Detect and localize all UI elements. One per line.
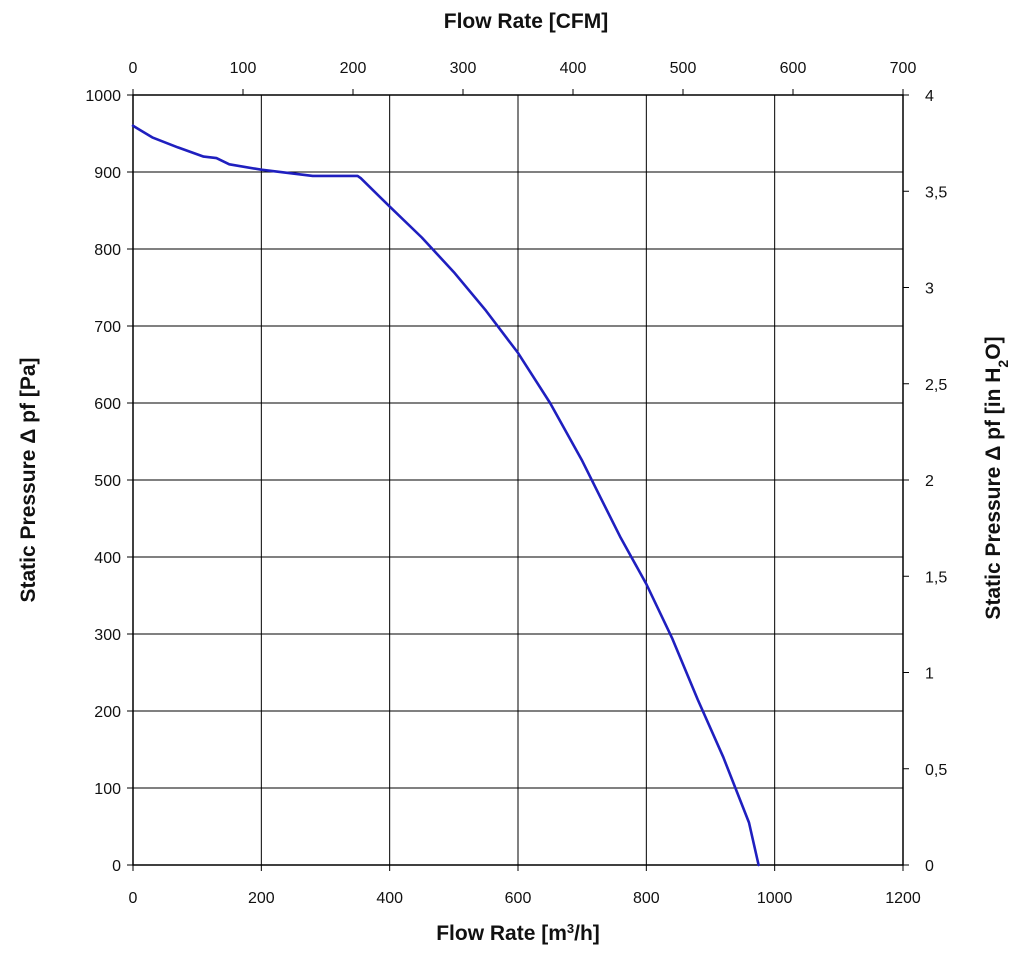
y-left-tick-label: 100 [94,781,121,798]
x-top-tick-label: 600 [780,60,807,77]
y-right-tick-label: 2 [925,473,934,490]
y-left-tick-label: 700 [94,319,121,336]
y-left-tick-label: 600 [94,396,121,413]
x-bottom-tick-label: 400 [376,890,403,907]
x-bottom-tick-label: 600 [505,890,532,907]
pressure-curve [131,124,760,867]
x-top-tick-label: 100 [230,60,257,77]
y-left-tick-label: 0 [112,858,121,875]
y-axis-right-title-sub: 2 [995,360,1011,368]
x-top-tick-label: 700 [890,60,917,77]
y-left-tick-label: 300 [94,627,121,644]
x-bottom-tick-label: 0 [129,890,138,907]
y-axis-left-title: Static Pressure Δ pf [Pa] [17,357,40,602]
y-right-tick-label: 0,5 [925,762,947,779]
y-right-tick-label: 3 [925,281,934,298]
y-right-tick-label: 0 [925,858,934,875]
y-left-tick-label: 400 [94,550,121,567]
y-axis-right-title-main: Static Pressure Δ pf [in H [982,368,1005,620]
y-left-tick-label: 900 [94,165,121,182]
y-axis-right-title: Static Pressure Δ pf [in H2O] [982,336,1011,619]
y-right-tick-label: 2,5 [925,377,947,394]
x-top-tick-label: 0 [129,60,138,77]
grid [132,94,904,866]
x-axis-bottom-title: Flow Rate [m3/h] [436,921,600,946]
x-bottom-tick-label: 200 [248,890,275,907]
x-top-tick-label: 400 [560,60,587,77]
y-right-tick-label: 1 [925,666,934,683]
x-bottom-tick-label: 1000 [757,890,793,907]
x-top-tick-label: 500 [670,60,697,77]
x-top-tick-label: 200 [340,60,367,77]
y-left-tick-label: 500 [94,473,121,490]
y-left-tick-label: 200 [94,704,121,721]
series-layer [131,124,760,867]
x-axis-bottom-title-sup: 3 [567,921,574,936]
x-axis-top-title: Flow Rate [CFM] [444,10,608,33]
y-right-tick-label: 1,5 [925,569,947,586]
x-axis-bottom-title-end: /h] [574,922,600,945]
x-top-tick-label: 300 [450,60,477,77]
y-left-tick-label: 1000 [85,88,121,105]
y-axis-right-title-end: O] [982,336,1005,359]
y-left-tick-label: 800 [94,242,121,259]
x-bottom-tick-label: 1200 [885,890,921,907]
x-bottom-tick-label: 800 [633,890,660,907]
y-right-tick-label: 4 [925,88,934,105]
y-right-tick-label: 3,5 [925,184,947,201]
x-axis-bottom-title-main: Flow Rate [m [436,922,567,945]
